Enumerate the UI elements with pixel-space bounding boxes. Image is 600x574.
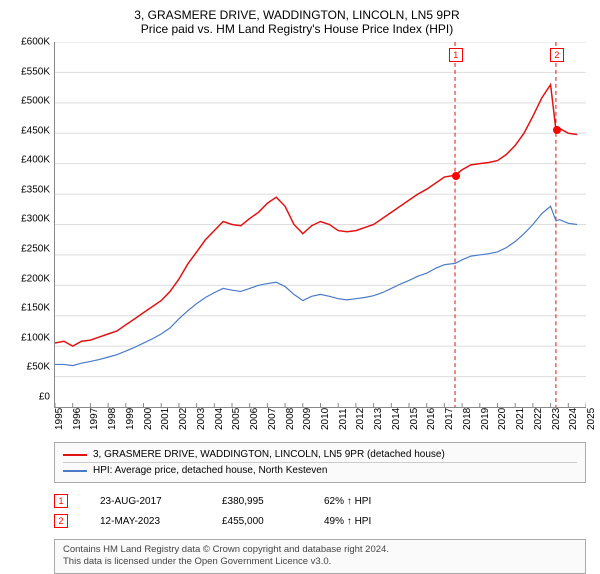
- x-tick-label: 2008: [285, 408, 296, 430]
- y-tick-label: £400K: [21, 155, 50, 166]
- sale-row: 2 12-MAY-2023 £455,000 49% ↑ HPI: [54, 511, 586, 531]
- x-tick-label: 2018: [462, 408, 473, 430]
- x-tick-label: 2005: [231, 408, 242, 430]
- x-tick-label: 2002: [178, 408, 189, 430]
- marker-dot-2: [553, 126, 561, 134]
- marker-dot-1: [452, 172, 460, 180]
- footer: Contains HM Land Registry data © Crown c…: [54, 539, 586, 574]
- sale-price: £380,995: [222, 496, 292, 507]
- x-tick-label: 2016: [426, 408, 437, 430]
- legend-label: HPI: Average price, detached house, Nort…: [93, 465, 327, 476]
- chart-subtitle: Price paid vs. HM Land Registry's House …: [8, 22, 586, 36]
- marker-box-2: 2: [550, 48, 564, 62]
- legend-item: 3, GRASMERE DRIVE, WADDINGTON, LINCOLN, …: [63, 447, 577, 462]
- y-tick-label: £200K: [21, 273, 50, 284]
- y-tick-label: £50K: [27, 362, 50, 373]
- sale-date: 23-AUG-2017: [100, 496, 190, 507]
- x-tick-label: 2017: [444, 408, 455, 430]
- footer-line1: Contains HM Land Registry data © Crown c…: [63, 544, 577, 556]
- x-tick-label: 2021: [515, 408, 526, 430]
- y-tick-label: £600K: [21, 37, 50, 48]
- x-tick-label: 2025: [586, 408, 597, 430]
- x-tick-label: 1995: [54, 408, 65, 430]
- series-property: [55, 85, 577, 347]
- sale-marker: 2: [54, 514, 68, 528]
- chart-title: 3, GRASMERE DRIVE, WADDINGTON, LINCOLN, …: [8, 8, 586, 22]
- marker-box-1: 1: [449, 48, 463, 62]
- x-tick-label: 2012: [355, 408, 366, 430]
- y-tick-label: £550K: [21, 66, 50, 77]
- legend-item: HPI: Average price, detached house, Nort…: [63, 462, 577, 478]
- x-tick-label: 2013: [373, 408, 384, 430]
- y-tick-label: £250K: [21, 244, 50, 255]
- y-tick-label: £500K: [21, 96, 50, 107]
- y-tick-label: £300K: [21, 214, 50, 225]
- x-tick-label: 2015: [409, 408, 420, 430]
- x-tick-label: 1998: [107, 408, 118, 430]
- footer-line2: This data is licensed under the Open Gov…: [63, 556, 577, 568]
- x-tick-label: 2019: [480, 408, 491, 430]
- x-tick-label: 2023: [551, 408, 562, 430]
- sale-marker: 1: [54, 494, 68, 508]
- sale-delta: 49% ↑ HPI: [324, 516, 371, 527]
- sale-price: £455,000: [222, 516, 292, 527]
- x-tick-label: 2022: [533, 408, 544, 430]
- x-tick-label: 2004: [214, 408, 225, 430]
- x-tick-label: 2020: [497, 408, 508, 430]
- y-tick-label: £0: [39, 391, 50, 402]
- x-tick-label: 2009: [302, 408, 313, 430]
- x-tick-label: 2006: [249, 408, 260, 430]
- sale-delta: 62% ↑ HPI: [324, 496, 371, 507]
- x-tick-label: 2003: [196, 408, 207, 430]
- x-tick-label: 2001: [160, 408, 171, 430]
- y-tick-label: £150K: [21, 303, 50, 314]
- plot-region: 12: [54, 42, 586, 408]
- legend-label: 3, GRASMERE DRIVE, WADDINGTON, LINCOLN, …: [93, 449, 445, 460]
- x-tick-label: 2010: [320, 408, 331, 430]
- legend-swatch: [63, 470, 87, 472]
- x-tick-label: 2014: [391, 408, 402, 430]
- x-tick-label: 1996: [72, 408, 83, 430]
- y-axis: £600K£550K£500K£450K£400K£350K£300K£250K…: [8, 42, 54, 408]
- x-axis: 1995 1996 1997 1998 1999 2000 2001 2002 2003 2004…: [54, 408, 586, 432]
- x-tick-label: 2011: [338, 408, 349, 430]
- x-tick-label: 1997: [89, 408, 100, 430]
- x-tick-label: 2024: [568, 408, 579, 430]
- x-tick-label: 2000: [143, 408, 154, 430]
- x-tick-label: 2007: [267, 408, 278, 430]
- y-tick-label: £350K: [21, 184, 50, 195]
- y-tick-label: £450K: [21, 125, 50, 136]
- chart-area: £600K£550K£500K£450K£400K£350K£300K£250K…: [8, 42, 586, 432]
- plot-svg: [55, 42, 586, 407]
- x-tick-label: 1999: [125, 408, 136, 430]
- legend: 3, GRASMERE DRIVE, WADDINGTON, LINCOLN, …: [54, 442, 586, 483]
- sale-date: 12-MAY-2023: [100, 516, 190, 527]
- series-hpi: [55, 206, 577, 365]
- sale-row: 1 23-AUG-2017 £380,995 62% ↑ HPI: [54, 491, 586, 511]
- y-tick-label: £100K: [21, 332, 50, 343]
- sales-table: 1 23-AUG-2017 £380,995 62% ↑ HPI 2 12-MAY-202…: [54, 491, 586, 531]
- chart-container: 3, GRASMERE DRIVE, WADDINGTON, LINCOLN, …: [0, 0, 600, 560]
- legend-swatch: [63, 454, 87, 456]
